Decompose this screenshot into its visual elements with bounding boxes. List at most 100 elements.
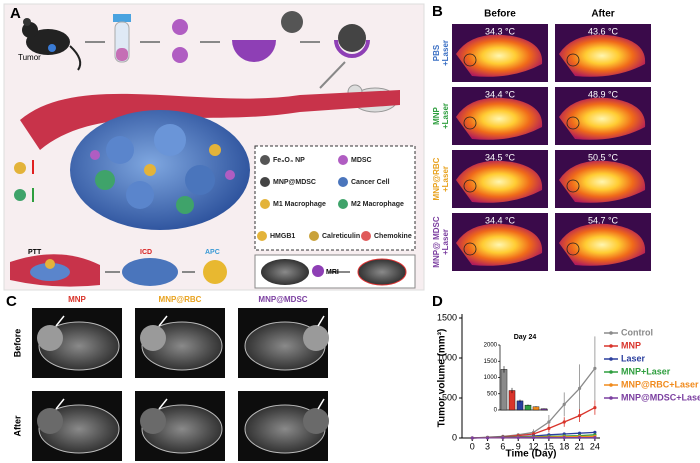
y-tick-label: 1500 (437, 312, 457, 322)
arrows (85, 41, 346, 89)
temperature: 50.5 °C (588, 152, 619, 162)
legend-label: Fe₃O₄ NP (273, 157, 305, 164)
legend-marker (609, 370, 613, 374)
legend-label: Control (621, 327, 653, 337)
point (501, 436, 505, 440)
mri-tumor (140, 325, 166, 351)
bottom-scheme (10, 254, 416, 289)
point (470, 436, 474, 440)
arrows-updown (14, 160, 34, 202)
point (547, 426, 551, 430)
temperature: 34.5 °C (485, 152, 516, 162)
legend-marker (609, 331, 613, 335)
tumor-outline (463, 242, 477, 256)
legend-label: MDSC (351, 157, 372, 164)
tumor-outline (566, 116, 580, 130)
bar (524, 404, 532, 411)
point (593, 406, 597, 410)
membrane (232, 40, 276, 62)
row-label: +Laser (441, 229, 450, 255)
thermal-mouse (559, 160, 646, 203)
mri-tumor (303, 325, 329, 351)
temperature: 48.9 °C (588, 89, 619, 99)
y-tick-label: 500 (442, 392, 457, 402)
legend-label: M1 Macrophage (273, 201, 326, 208)
legend-label: MNP+Laser (621, 366, 671, 376)
legend-label: M2 Macrophage (351, 201, 404, 208)
tumor-outline (463, 116, 477, 130)
row-label: MNP (432, 106, 441, 124)
point (577, 386, 582, 390)
point (577, 431, 582, 435)
legend-icon (338, 177, 348, 187)
x-tick-label: 15 (544, 441, 554, 451)
column-header: Before (484, 9, 516, 20)
panel-label: D (432, 293, 443, 310)
tumor-outline (566, 179, 580, 193)
legend-marker (609, 344, 613, 348)
arrow (317, 398, 325, 410)
y-tick-label: 0 (494, 408, 498, 414)
y-tick-label: 500 (487, 391, 498, 397)
thermal-mouse (456, 34, 543, 77)
panel-label: C (6, 293, 17, 310)
temperature: 34.3 °C (485, 26, 516, 36)
tumor-outline (566, 242, 580, 256)
tumor-outline (463, 53, 477, 67)
icd-label: ICD (140, 249, 152, 256)
mri-tumor (140, 408, 166, 434)
legend-marker (609, 396, 613, 400)
row-label: +Laser (441, 40, 450, 66)
legend-icon (338, 199, 348, 209)
mnp-mdsc (338, 24, 366, 52)
arrow (317, 315, 325, 327)
point (485, 436, 490, 440)
x-tick-label: 6 (500, 441, 505, 451)
legend-label: MNP (621, 340, 641, 350)
tumor-outline (463, 179, 477, 193)
arrow (55, 315, 65, 327)
mri-tumor (303, 408, 329, 434)
mouse (22, 18, 82, 71)
mdsc-cells (172, 19, 188, 63)
point (516, 436, 520, 440)
thermal-mouse (456, 223, 543, 266)
legend-label: MNP@MDSC (273, 179, 316, 186)
nanoparticle (281, 11, 303, 33)
legend-icon (257, 231, 267, 241)
tumor-label: Tumor (18, 53, 41, 62)
thermal-mouse (559, 34, 646, 77)
column-header: MNP@RBC (159, 295, 202, 304)
point (593, 366, 597, 370)
thermal-mouse (559, 97, 646, 140)
arrow (55, 398, 65, 410)
arrow (158, 315, 168, 327)
row-label: After (12, 415, 22, 436)
legend-icon (309, 231, 319, 241)
panel-a: A Tumor (3, 3, 425, 291)
mri-tumor (37, 325, 63, 351)
y-tick-label: 2000 (484, 343, 498, 349)
point (547, 436, 551, 440)
legend-icon (361, 231, 371, 241)
legend-label: Calreticulin (322, 233, 360, 240)
mri-tumor (37, 408, 63, 434)
thermal-mouse (559, 223, 646, 266)
temperature: 43.6 °C (588, 26, 619, 36)
point (562, 436, 566, 440)
panel-c: C MNP MNP@RBC MNP@MDSC Before After (6, 293, 329, 461)
bar (500, 369, 508, 411)
x-tick-label: 18 (559, 441, 569, 451)
legend-box (254, 145, 416, 251)
bar (516, 400, 524, 411)
x-tick-label: 3 (485, 441, 490, 451)
tumor-outline (566, 53, 580, 67)
thermal-mouse (456, 160, 543, 203)
legend-label: Chemokine (374, 233, 412, 240)
legend-label: HMGB1 (270, 233, 295, 240)
x-tick-label: 9 (516, 441, 521, 451)
syringe-tube (113, 14, 131, 63)
